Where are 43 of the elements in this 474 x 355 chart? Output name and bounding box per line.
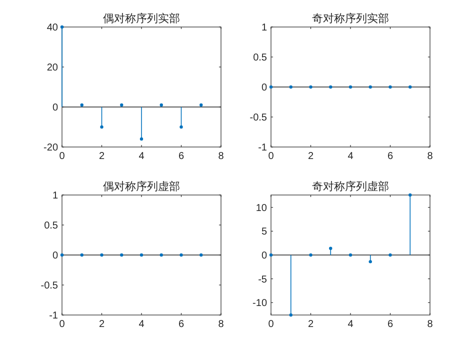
x-tick-label: 0 — [268, 151, 274, 162]
x-tick-label: 6 — [387, 319, 394, 330]
y-tick-label: 0.5 — [253, 52, 268, 64]
x-tick-label: 2 — [98, 319, 105, 330]
y-tick-label: -10 — [252, 298, 268, 310]
x-tick-label: 8 — [427, 319, 434, 330]
chart-title: 偶对称序列虚部 — [103, 180, 180, 193]
x-tick-label: 6 — [387, 151, 394, 162]
x-tick-label: 8 — [218, 319, 224, 330]
chart-title: 奇对称序列实部 — [312, 12, 389, 25]
y-tick-label: 0 — [52, 102, 58, 114]
x-tick-label: 6 — [178, 151, 184, 162]
y-tick-label: 10 — [256, 202, 268, 214]
y-tick-label: 1 — [261, 22, 268, 34]
y-tick-label: -1 — [49, 310, 58, 322]
x-tick-label: 8 — [427, 151, 434, 162]
y-tick-label: 40 — [46, 22, 58, 34]
y-tick-label: -0.5 — [40, 280, 58, 292]
x-tick-label: 2 — [308, 151, 314, 162]
x-tick-label: 4 — [348, 151, 354, 162]
x-tick-label: 2 — [98, 151, 105, 162]
x-tick-label: 4 — [138, 151, 145, 162]
y-tick-label: -0.5 — [250, 112, 268, 124]
y-tick-label: 5 — [261, 226, 268, 238]
y-tick-label: 0.5 — [44, 220, 58, 232]
y-tick-label: 0 — [261, 82, 268, 94]
chart-title: 偶对称序列实部 — [103, 12, 180, 25]
chart-title: 奇对称序列虚部 — [312, 180, 389, 193]
y-tick-label: 20 — [46, 62, 58, 74]
y-tick-label: 0 — [261, 250, 268, 262]
x-tick-label: 2 — [308, 319, 314, 330]
y-tick-label: -1 — [258, 142, 268, 154]
x-tick-label: 0 — [59, 151, 66, 162]
x-tick-label: 4 — [348, 319, 354, 330]
x-tick-label: 0 — [268, 319, 274, 330]
y-tick-label: 0 — [52, 250, 58, 262]
y-tick-label: -20 — [44, 142, 58, 154]
x-tick-label: 8 — [218, 151, 224, 162]
y-tick-label: -5 — [258, 274, 268, 286]
x-tick-label: 0 — [59, 319, 66, 330]
x-tick-label: 6 — [178, 319, 184, 330]
x-tick-label: 4 — [138, 319, 145, 330]
y-tick-label: 1 — [52, 190, 58, 202]
